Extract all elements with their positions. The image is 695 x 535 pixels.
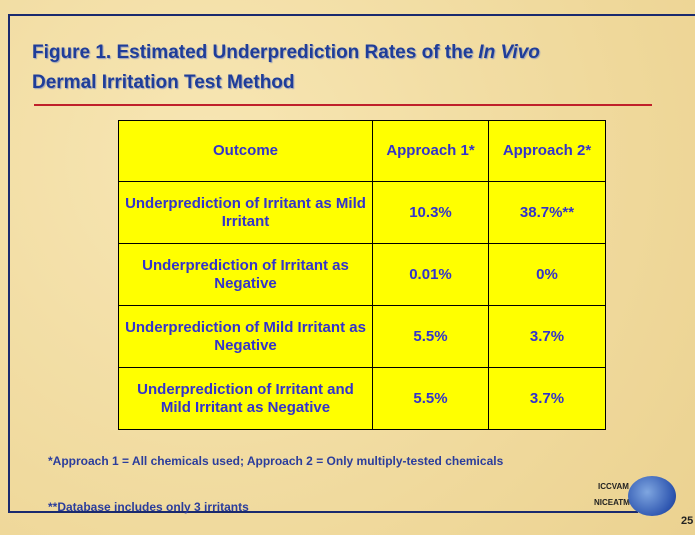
header-cell: Approach 2*	[488, 120, 606, 182]
footnote: **Database includes only 3 irritants	[48, 500, 249, 514]
title-text: Figure 1. Estimated Underprediction Rate…	[32, 42, 474, 63]
title-italic: In Vivo	[478, 42, 540, 63]
cell: 0.01%	[372, 243, 489, 306]
header-cell: Outcome	[118, 120, 373, 182]
logo-text: ICCVAM	[598, 482, 629, 491]
header-row: Outcome Approach 1* Approach 2*	[118, 120, 606, 182]
cell: Underprediction of Irritant and Mild Irr…	[118, 367, 373, 430]
logo-text: NICEATM	[594, 498, 630, 507]
cell: 0%	[488, 243, 606, 306]
frame	[8, 14, 10, 512]
cell: 5.5%	[372, 305, 489, 368]
page-number: 25	[681, 515, 694, 527]
title-rule	[34, 104, 652, 106]
cell: Underprediction of Mild Irritant as Nega…	[118, 305, 373, 368]
cell: 10.3%	[372, 181, 489, 244]
cell: Underprediction of Irritant as Negative	[118, 243, 373, 306]
cell: 5.5%	[372, 367, 489, 430]
frame	[8, 511, 638, 513]
cell: Underprediction of Irritant as Mild Irri…	[118, 181, 373, 244]
cell: 3.7%	[488, 367, 606, 430]
logo-globe	[628, 476, 676, 516]
title-text: Dermal Irritation Test Method	[32, 72, 295, 93]
row: Underprediction of Mild Irritant as Nega…	[118, 305, 606, 368]
cell: 3.7%	[488, 305, 606, 368]
title: Figure 1. Estimated Underprediction Rate…	[32, 38, 682, 98]
row: Underprediction of Irritant and Mild Irr…	[118, 367, 606, 430]
row: Underprediction of Irritant as Mild Irri…	[118, 181, 606, 244]
frame	[8, 14, 695, 16]
table: Outcome Approach 1* Approach 2* Underpredi…	[118, 120, 606, 430]
cell: 38.7%**	[488, 181, 606, 244]
header-cell: Approach 1*	[372, 120, 489, 182]
row: Underprediction of Irritant as Negative 0…	[118, 243, 606, 306]
footnote: *Approach 1 = All chemicals used; Approa…	[48, 454, 504, 468]
